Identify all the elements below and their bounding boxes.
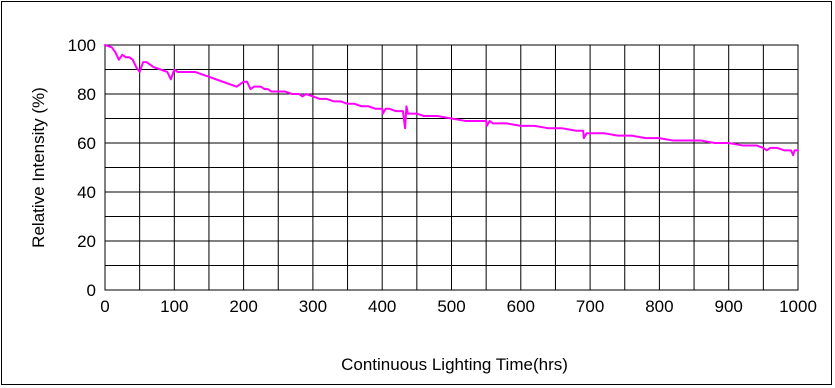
x-tick-label: 1000 [779,297,817,316]
plot-area-border [104,44,799,291]
x-tick-label: 700 [576,297,604,316]
x-tick-label: 600 [507,297,535,316]
y-tick-label: 100 [68,36,96,55]
series-line-0 [104,44,799,157]
x-tick-label: 100 [160,297,188,316]
x-tick-label: 900 [715,297,743,316]
x-tick-label: 500 [437,297,465,316]
x-tick-label: 200 [229,297,257,316]
y-tick-label: 60 [77,134,96,153]
y-axis-label: Relative Intensity (%) [29,87,48,248]
x-tick-label: 0 [100,297,109,316]
x-axis-label: Continuous Lighting Time(hrs) [341,355,568,374]
y-tick-label: 20 [77,232,96,251]
y-tick-label: 40 [77,183,96,202]
x-tick-label: 400 [368,297,396,316]
x-tick-label: 300 [299,297,327,316]
y-tick-label: 0 [87,281,96,300]
x-tick-label: 800 [645,297,673,316]
y-tick-label: 80 [77,85,96,104]
